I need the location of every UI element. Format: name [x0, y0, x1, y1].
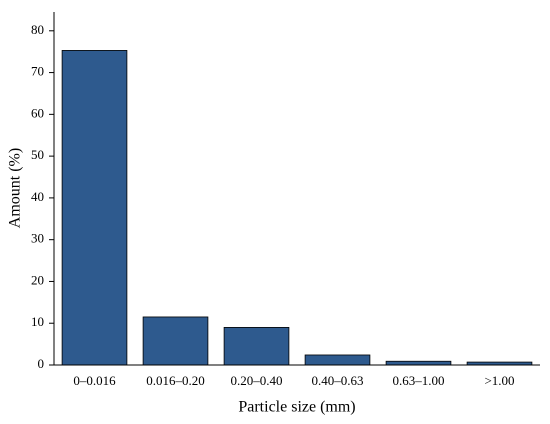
x-tick-label: 0–0.016: [73, 373, 116, 388]
x-tick-label: 0.20–0.40: [231, 373, 283, 388]
x-tick-label: 0.016–0.20: [146, 373, 205, 388]
bar: [61, 50, 128, 366]
x-tick-label: 0.40–0.63: [312, 373, 364, 388]
y-axis-title: Amount (%): [7, 148, 24, 228]
bar: [142, 316, 209, 366]
bar: [385, 360, 452, 366]
bar: [304, 354, 371, 366]
x-axis-title: Particle size (mm): [238, 399, 355, 416]
y-tick-label: 40: [31, 189, 44, 204]
y-tick-label: 0: [38, 356, 45, 371]
y-tick-label: 20: [31, 272, 44, 287]
x-tick-label: 0.63–1.00: [393, 373, 445, 388]
y-tick-label: 70: [31, 64, 44, 79]
y-tick-label: 30: [31, 231, 44, 246]
y-tick-label: 60: [31, 105, 44, 120]
y-tick-label: 80: [31, 22, 44, 37]
x-tick-label: >1.00: [484, 373, 514, 388]
y-tick-label: 10: [31, 314, 44, 329]
bar: [223, 327, 290, 366]
y-tick-label: 50: [31, 147, 44, 162]
